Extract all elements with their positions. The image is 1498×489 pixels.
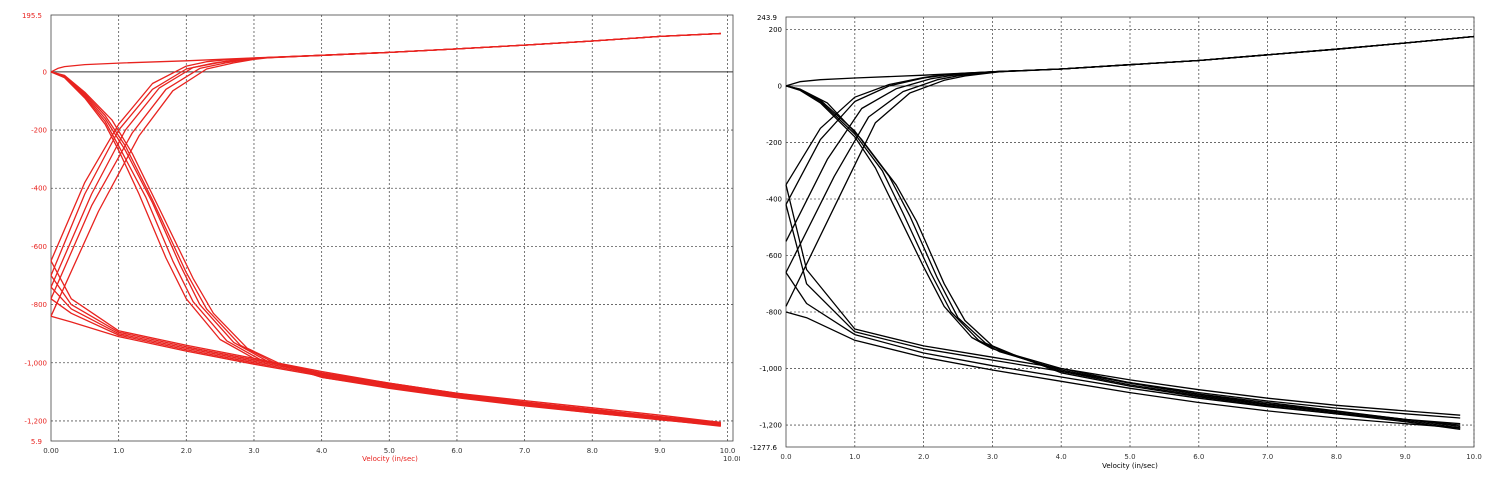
y-tick-label: -800 — [31, 301, 47, 309]
x-axis-label: Velocity (in/sec) — [362, 455, 418, 463]
x-tick-label: 5.0 — [384, 447, 395, 455]
x-tick-label: 3.0 — [248, 447, 259, 455]
series-line — [785, 85, 1461, 429]
series-line — [785, 311, 1461, 429]
series-line — [50, 32, 721, 262]
x-tick-label: 4.0 — [316, 447, 327, 455]
x-tick-label: 1.0 — [113, 447, 124, 455]
y-min-label: -1277.6 — [750, 444, 778, 452]
y-tick-label: -600 — [31, 243, 47, 251]
y-tick-label: -400 — [31, 185, 47, 193]
series-line — [785, 184, 1461, 416]
x-tick-label: 3.0 — [987, 453, 998, 461]
series-line — [50, 71, 721, 425]
x-max-label: 10.08 — [723, 455, 740, 463]
y-tick-label: -800 — [766, 309, 782, 317]
x-tick-label: 6.0 — [451, 447, 462, 455]
series-line — [785, 85, 1461, 430]
series-line — [50, 32, 721, 276]
x-tick-label: 2.0 — [181, 447, 192, 455]
y-tick-label: 0 — [778, 82, 782, 90]
x-tick-label: 9.0 — [1400, 453, 1411, 461]
series-line — [50, 260, 721, 424]
plot-frame — [50, 14, 734, 442]
series-line — [50, 71, 721, 424]
y-tick-label: 0 — [43, 68, 47, 76]
y-tick-label: -1,200 — [24, 417, 47, 425]
series-line — [50, 315, 721, 427]
y-tick-label: -1,200 — [759, 422, 782, 430]
y-max-label: 243.9 — [757, 14, 777, 22]
x-tick-label: 10.0 — [720, 447, 736, 455]
x-tick-label: 8.0 — [1331, 453, 1342, 461]
y-tick-label: -200 — [31, 127, 47, 135]
chart-right: Velocity (in/sec) 0.0 1.0 2.0 3.0 4.0 5.0 6.0 7… — [750, 14, 1482, 470]
x-tick-label: 4.0 — [1056, 453, 1067, 461]
x-tick-label: 5.0 — [1124, 453, 1135, 461]
series-line — [50, 275, 721, 424]
y-tick-label: -600 — [766, 252, 782, 260]
series-line — [50, 286, 721, 425]
y-tick-label: 200 — [769, 26, 782, 34]
x-tick-label: 9.0 — [654, 447, 665, 455]
y-tick-label: -1,000 — [24, 359, 47, 367]
y-tick-label: -400 — [766, 195, 782, 203]
x-tick-label: 10.0 — [1466, 453, 1482, 461]
plot-frame — [785, 16, 1475, 448]
y-max-label: 195.5 — [22, 12, 42, 20]
series-line — [50, 71, 721, 426]
x-tick-label: 1.0 — [849, 453, 860, 461]
x-tick-label: 7.0 — [1262, 453, 1273, 461]
series-line — [785, 85, 1461, 426]
y-tick-label: -1,000 — [759, 365, 782, 373]
x-tick-label: 2.0 — [918, 453, 929, 461]
series-line — [785, 35, 1475, 307]
y-tick-label: -200 — [766, 139, 782, 147]
x-tick-label: 0.00 — [43, 447, 59, 455]
x-tick-label: 8.0 — [587, 447, 598, 455]
series-line — [785, 85, 1461, 428]
series-line — [785, 204, 1461, 419]
chart-left: Velocity (in/sec) 0.00 1.0 2.0 3.0 4.0 5.0 6.0… — [22, 12, 740, 463]
x-tick-label: 0.0 — [780, 453, 791, 461]
x-tick-label: 7.0 — [519, 447, 530, 455]
series-line — [50, 32, 721, 300]
series-line — [785, 272, 1461, 425]
x-tick-label: 6.0 — [1193, 453, 1204, 461]
series-line — [50, 298, 721, 426]
y-min-label: 5.9 — [31, 438, 42, 446]
series-line — [50, 32, 721, 317]
x-axis-label: Velocity (in/sec) — [1102, 462, 1158, 470]
series-line — [50, 71, 721, 426]
series-line — [50, 71, 721, 427]
